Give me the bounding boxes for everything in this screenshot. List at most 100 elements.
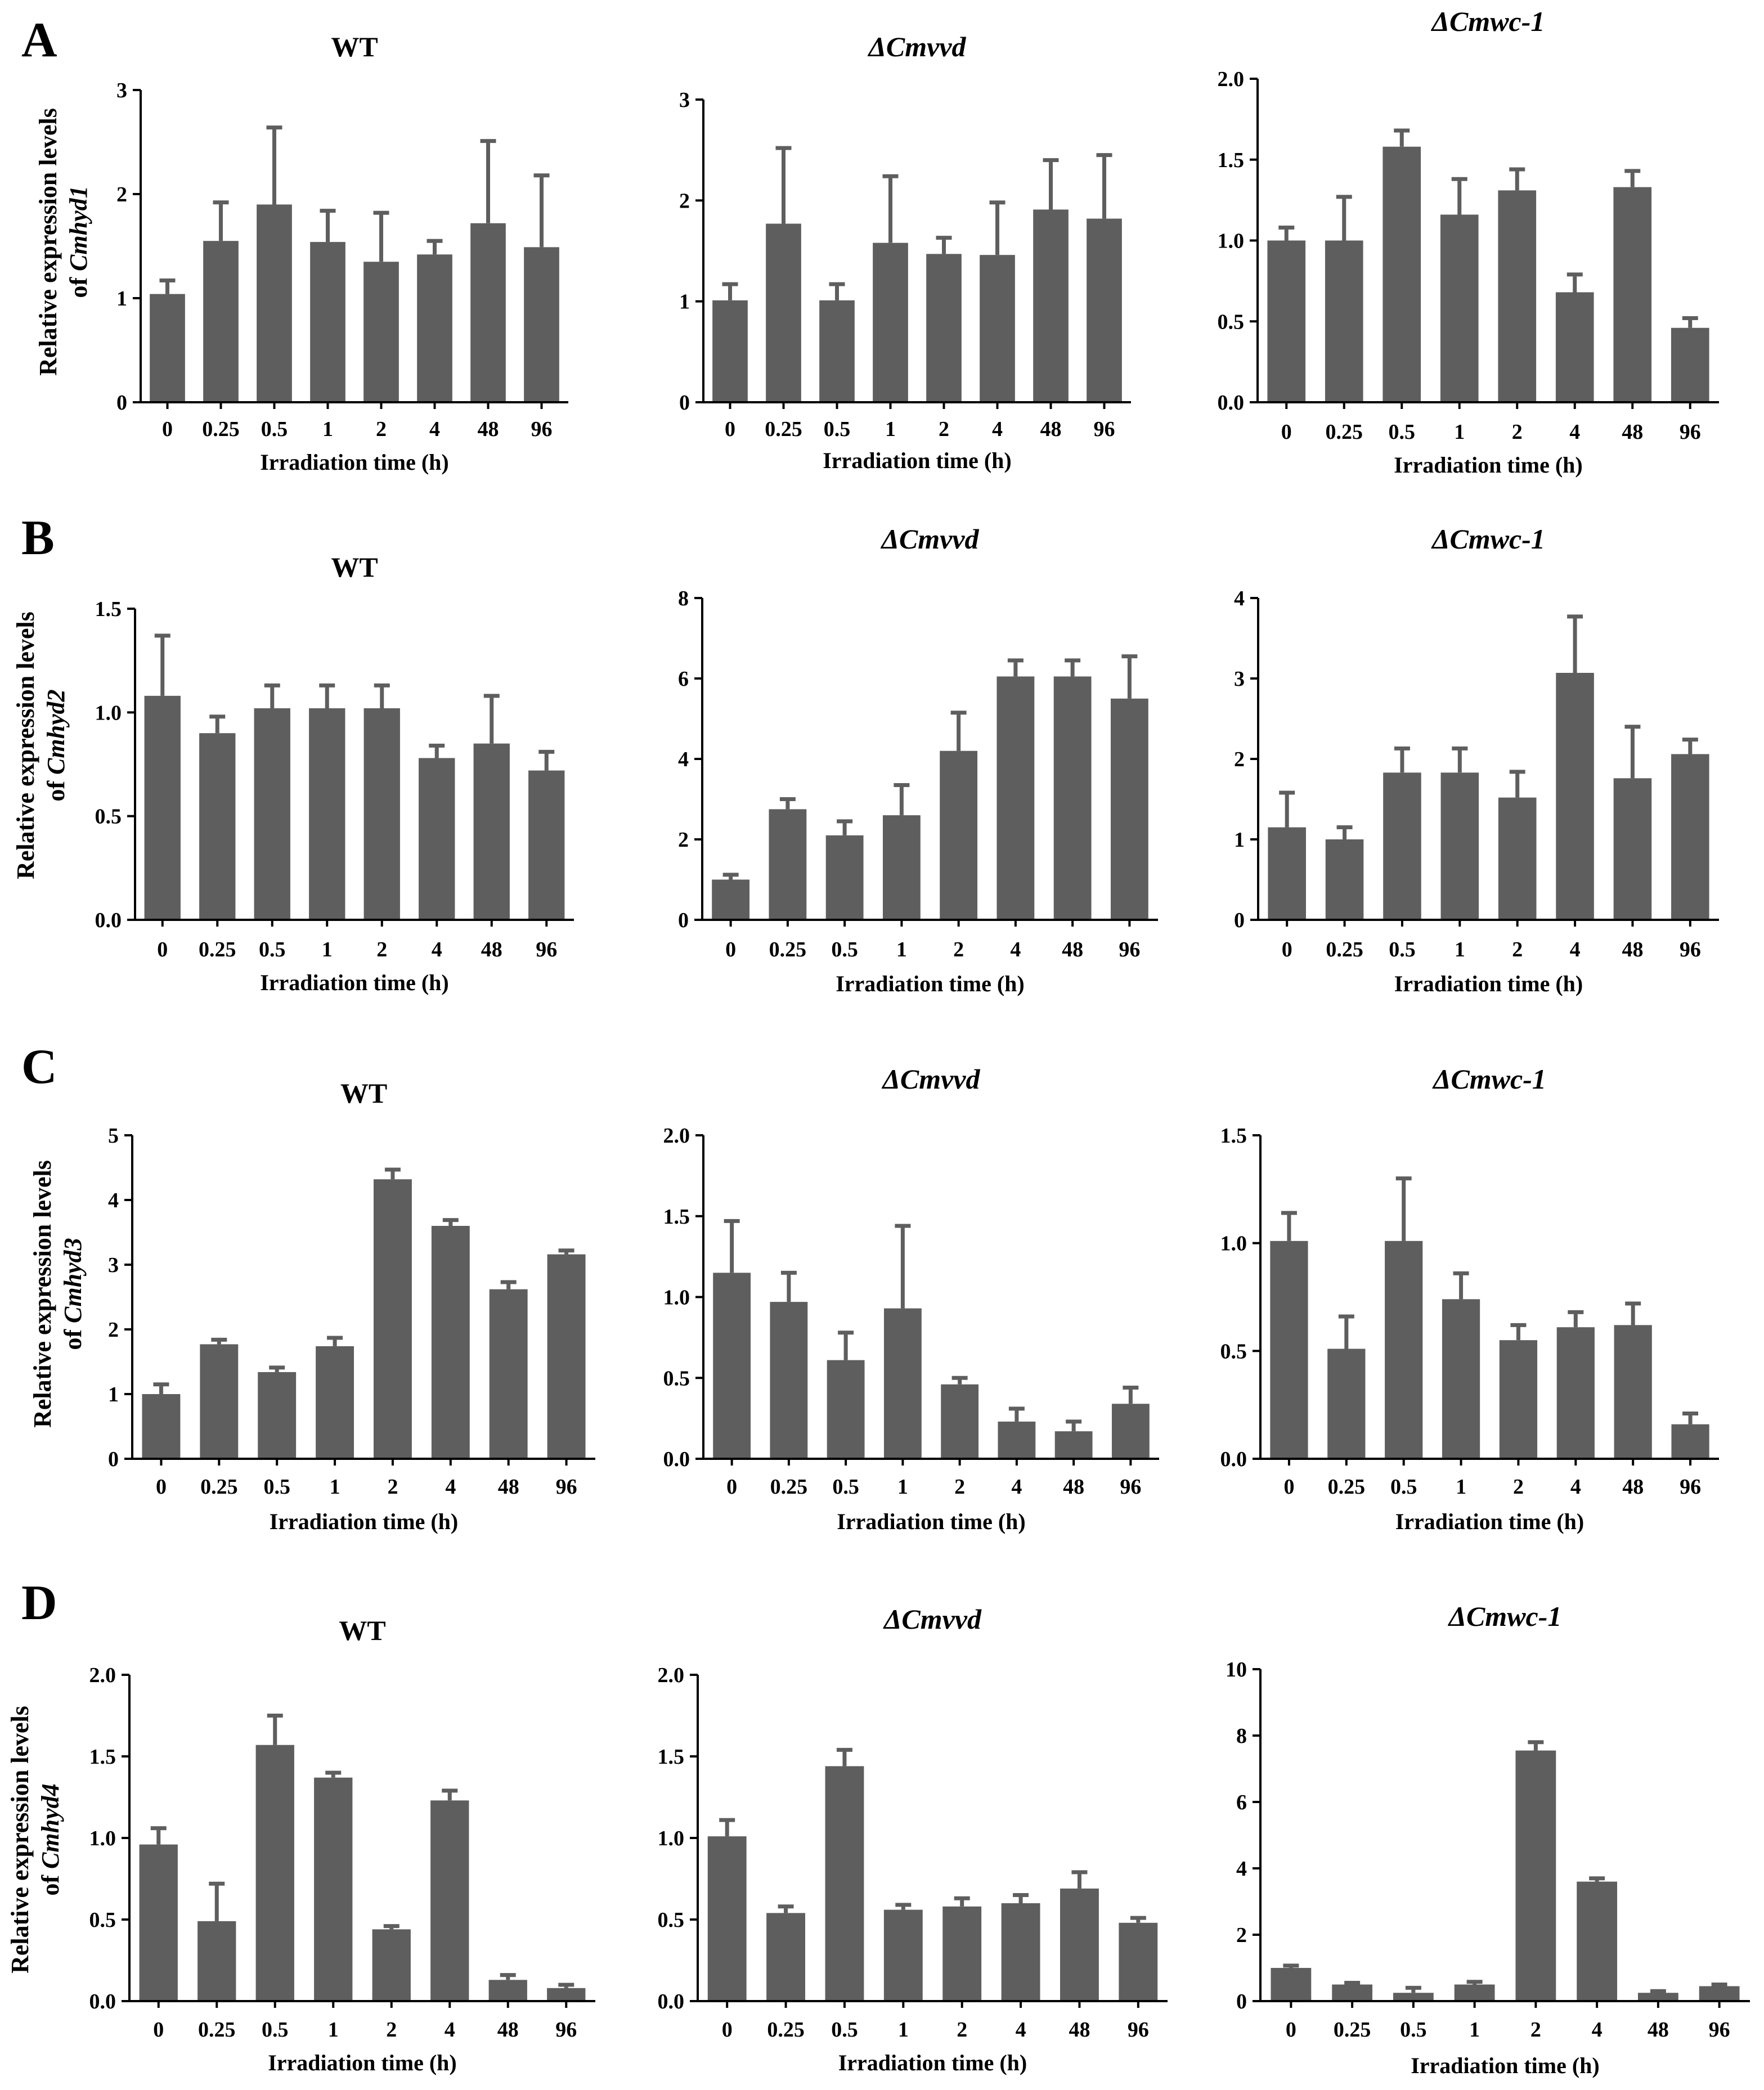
x-tick-label: 0.5 [1400,2018,1427,2042]
bar [200,1344,239,1459]
bar [1271,1968,1312,2001]
x-tick-label: 96 [1680,1475,1701,1499]
bar [524,247,559,402]
x-tick-label: 2 [376,417,387,441]
bar [883,1308,922,1459]
bar [1267,240,1306,402]
bar [882,815,921,920]
bar [819,300,855,402]
x-tick-label: 2 [1513,1475,1524,1499]
bar [1498,190,1537,402]
y-tick-label: 0.0 [89,1990,116,2013]
chart-panel: WT 0 0.25 0.5 1 2 4 48 96 0 1 2 3 Irradiation time (h… [116,31,568,475]
x-tick-label: 2 [1512,420,1523,444]
bar [1671,754,1709,920]
x-axis-title: Irradiation time (h) [1395,1509,1585,1534]
y-tick-label: 0.5 [663,1367,690,1390]
chart-panel: ΔCmvvd 0 0.25 0.5 1 2 4 48 96 0 1 2 3 Irradiation tim… [679,31,1131,473]
chart-title: ΔCmwc-1 [1431,523,1545,555]
bar [1498,797,1537,920]
bar [473,743,510,920]
x-tick-label: 0 [156,1475,167,1499]
bar [1671,327,1709,402]
y-tick-label: 1 [116,287,127,311]
x-tick-label: 0.25 [198,2018,236,2042]
y-axis-label: Relative expression levels of Cmhyd4 [6,1706,64,1974]
x-tick-label: 48 [1622,938,1643,961]
y-tick-label: 0 [116,391,127,415]
chart-panel: ΔCmvvd 0 0.25 0.5 1 2 4 48 96 0 2 4 6 8 Irradiation ti… [678,523,1158,996]
y-tick-label: 1.0 [95,701,122,725]
x-axis-title: Irradiation time (h) [270,1509,459,1534]
bar [203,241,239,402]
y-tick-label: 0 [679,391,690,415]
chart-title: ΔCmvvd [881,523,980,555]
x-tick-label: 48 [1622,420,1643,444]
x-tick-label: 4 [992,417,1003,441]
x-tick-label: 1 [328,2018,339,2042]
bar [1614,1325,1652,1459]
bar [873,242,908,402]
bar [470,223,506,402]
y-tick-label: 0.5 [1218,310,1245,334]
x-tick-label: 0 [1286,2018,1296,2042]
bar [1556,1327,1595,1459]
x-tick-label: 96 [1709,2018,1730,2042]
y-axis-label-gene: Cmhyd3 [59,1238,87,1323]
x-tick-label: 1 [1469,2018,1480,2042]
y-axis-label-line1: Relative expression levels [29,1160,56,1428]
y-tick-label: 2 [679,189,690,213]
y-axis-label-line2: of Cmhyd4 [37,1783,64,1895]
bar [1671,1424,1709,1459]
x-tick-label: 0.25 [202,417,240,441]
y-tick-label: 0.0 [95,909,122,932]
x-tick-label: 0 [162,417,173,441]
y-tick-label: 1.5 [663,1205,690,1229]
bar [417,254,452,402]
y-tick-label: 1.0 [1218,230,1245,253]
chart-title: WT [339,1615,385,1646]
x-tick-label: 2 [957,2018,967,2042]
x-tick-label: 0.5 [261,417,288,441]
x-tick-label: 1 [1454,420,1465,444]
bar [1087,218,1122,402]
y-tick-label: 1.5 [658,1745,685,1769]
x-axis-title: Irradiation time (h) [823,448,1012,473]
bar [373,1179,412,1459]
y-axis-label-gene: Cmhyd4 [37,1783,64,1869]
x-tick-label: 96 [555,2018,577,2042]
y-tick-label: 8 [1236,1724,1247,1748]
bar [707,1836,747,2001]
y-tick-label: 3 [108,1253,119,1277]
x-tick-label: 0.25 [1326,420,1363,444]
x-tick-label: 4 [445,2018,455,2042]
y-axis-label-line1: Relative expression levels [34,108,62,376]
bar [942,1906,982,2001]
bar [770,1302,808,1459]
chart-panel: ΔCmwc-1 0 0.25 0.5 1 2 4 48 96 0.0 0.5 1.0 1.5 Irradi… [1220,1063,1719,1534]
bar [1699,1986,1740,2001]
y-tick-label: 2.0 [663,1124,690,1148]
bar [1033,209,1069,402]
bar [1613,187,1652,402]
y-tick-label: 0.0 [1218,391,1245,415]
x-tick-label: 96 [1680,420,1701,444]
y-tick-label: 3 [1234,667,1245,691]
x-tick-label: 96 [1128,2018,1149,2042]
chart-title: ΔCmvvd [868,31,967,62]
chart-panel: ΔCmvvd 0 0.25 0.5 1 2 4 48 96 0.0 0.5 1.0 1.5 2.0 Irra… [658,1603,1168,2075]
x-tick-label: 48 [497,2018,519,2042]
bar [309,708,345,920]
y-tick-label: 2 [108,1318,119,1342]
bar [712,300,748,402]
bar [430,1800,469,2001]
y-tick-label: 6 [1236,1791,1247,1814]
bar [255,1745,294,2001]
x-tick-label: 0.5 [1390,1475,1417,1499]
bar [372,1929,411,2001]
x-tick-label: 4 [1016,2018,1026,2042]
x-tick-label: 4 [429,417,440,441]
row-letter: B [21,511,55,565]
x-tick-label: 1 [330,1475,340,1499]
bar [257,204,292,402]
